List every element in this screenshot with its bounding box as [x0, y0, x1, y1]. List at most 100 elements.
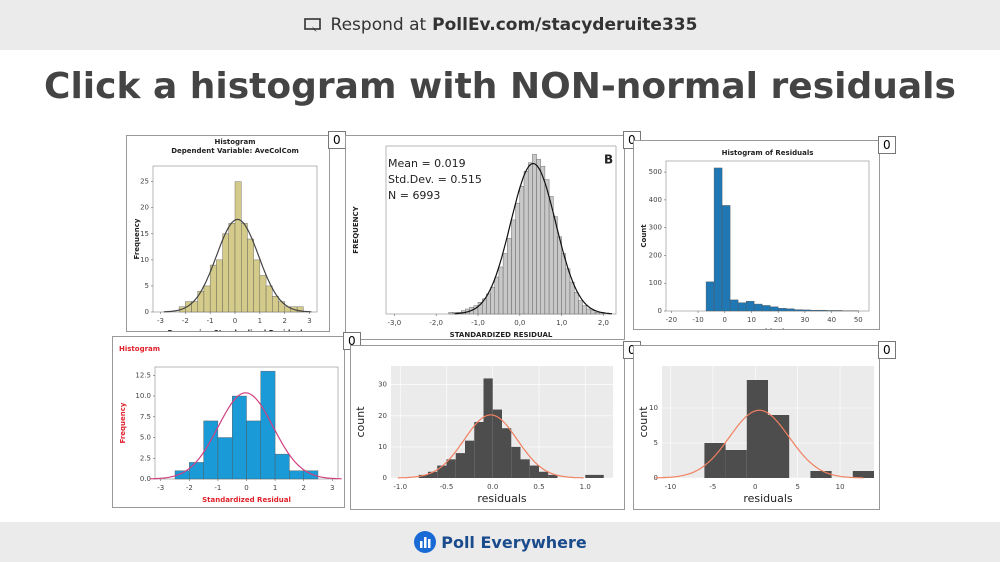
x-tick-label: 2	[282, 317, 286, 325]
stat: Std.Dev. = 0.515	[388, 173, 482, 186]
option-image[interactable]: 0 10 20 30 -1.0 -0.5 0.0 0.5 1.0 residuals count	[350, 345, 625, 510]
y-tick-label: 20	[140, 204, 149, 212]
bar	[228, 223, 236, 313]
x-tick-label: -1,0	[471, 319, 485, 327]
chart-subtitle: Dependent Variable: AveColCom	[171, 147, 299, 155]
bar	[527, 162, 533, 315]
bar	[265, 285, 273, 313]
y-tick-label: 10	[649, 404, 658, 412]
bar	[507, 238, 512, 315]
option-image[interactable]: 0 100 200 300 400 500 -20 -10 0 10 20 30 40 50 Histogr…	[633, 140, 880, 336]
x-tick-label: 3	[330, 484, 334, 492]
bar	[802, 309, 811, 312]
histogram: 0.0 2.5 5.0 7.5 10.0 12.5 -3 -2 -1 0 1 2 3 Histogram S…	[119, 345, 342, 504]
x-axis-label: residuals	[743, 492, 793, 505]
bar	[222, 233, 229, 313]
option-image[interactable]: 0 5 10 15 20 25 -3 -2 -1 0 1 2 3 Histogram Dependent V…	[126, 135, 330, 337]
bar	[511, 219, 516, 315]
bar	[511, 446, 521, 478]
bar	[548, 196, 554, 315]
bar	[725, 450, 747, 478]
bar	[428, 471, 438, 478]
bar	[519, 186, 525, 315]
chart-title: Histogram of Residuals	[722, 149, 814, 157]
bar	[203, 285, 211, 313]
stat: Mean = 0.019	[388, 157, 466, 170]
bar	[246, 420, 261, 480]
option-image[interactable]: 0 5 10 -10 -5 0 5 10 residuals count	[633, 345, 880, 510]
bar	[502, 253, 508, 315]
x-tick-label: 30	[800, 316, 809, 324]
option-image[interactable]: 0.0 2.5 5.0 7.5 10.0 12.5 -3 -2 -1 0 1 2 3 Histogram S…	[112, 336, 345, 508]
x-tick-label: -5	[709, 483, 716, 491]
bar	[704, 443, 726, 478]
bar	[490, 286, 495, 315]
x-axis-label: Standardized Residual	[202, 496, 291, 504]
panel-label: B	[604, 153, 613, 167]
bar	[446, 459, 456, 478]
bar	[586, 308, 592, 315]
bar	[737, 302, 747, 312]
bar	[418, 474, 428, 478]
y-tick-label: 10	[140, 256, 149, 264]
chart-title: Histogram	[214, 138, 255, 146]
y-axis-label: FREQUENCY	[352, 205, 360, 253]
logo	[414, 531, 437, 553]
bar	[515, 202, 521, 315]
bar	[561, 253, 567, 315]
bar	[260, 370, 276, 480]
bar	[502, 428, 512, 478]
stat: N = 6993	[388, 189, 440, 202]
bar	[272, 296, 279, 313]
x-tick-label: 5	[795, 483, 799, 491]
bar	[594, 312, 600, 315]
y-tick-label: 0.0	[140, 475, 151, 483]
option-image[interactable]: -3,0 -2,0 -1,0 0,0 1,0 2,0 B Mean = 0.019 Std.De…	[345, 135, 625, 340]
y-tick-label: 20	[378, 412, 387, 420]
bar	[494, 276, 500, 315]
bar	[557, 236, 562, 315]
bar	[810, 471, 832, 478]
x-axis-label: STANDARDIZED RESIDUAL	[450, 331, 553, 339]
bar	[209, 264, 217, 313]
y-tick-label: 5	[654, 439, 658, 447]
bar	[448, 312, 454, 315]
x-tick-label: 1	[258, 317, 262, 325]
bar	[713, 167, 723, 312]
bar	[232, 395, 247, 480]
bar	[544, 179, 550, 315]
normal-curve	[149, 392, 342, 480]
x-tick-label: 10	[836, 483, 845, 491]
x-tick-label: 50	[854, 316, 863, 324]
bar	[794, 309, 803, 312]
x-tick-label: 20	[774, 316, 783, 324]
y-tick-label: 200	[649, 251, 662, 259]
bar	[590, 310, 596, 315]
bar	[721, 205, 731, 312]
bar	[753, 303, 763, 312]
y-tick-label: 2.5	[140, 454, 151, 462]
y-tick-label: 500	[649, 168, 662, 176]
y-axis-label: Frequency	[133, 218, 141, 259]
footer: Poll Everywhere	[0, 522, 1000, 562]
x-tick-label: 0	[723, 316, 727, 324]
bar	[532, 154, 537, 315]
bar	[852, 471, 874, 478]
bar	[569, 281, 575, 315]
y-tick-label: 25	[140, 178, 149, 186]
bar	[253, 259, 261, 313]
bar	[474, 422, 484, 478]
bar	[241, 223, 248, 313]
bar	[289, 470, 304, 480]
y-tick-label: 12.5	[135, 371, 151, 379]
y-axis-label: Frequency	[119, 402, 127, 443]
x-tick-label: 2	[301, 484, 305, 492]
y-axis-label: count	[637, 406, 650, 438]
y-tick-label: 10	[378, 443, 387, 451]
bar	[582, 305, 587, 315]
normal-curve	[397, 414, 584, 479]
bar	[548, 474, 558, 478]
x-tick-label: 40	[827, 316, 836, 324]
respond-url[interactable]: PollEv.com/stacyderuite335	[432, 15, 698, 35]
bar	[761, 305, 771, 312]
